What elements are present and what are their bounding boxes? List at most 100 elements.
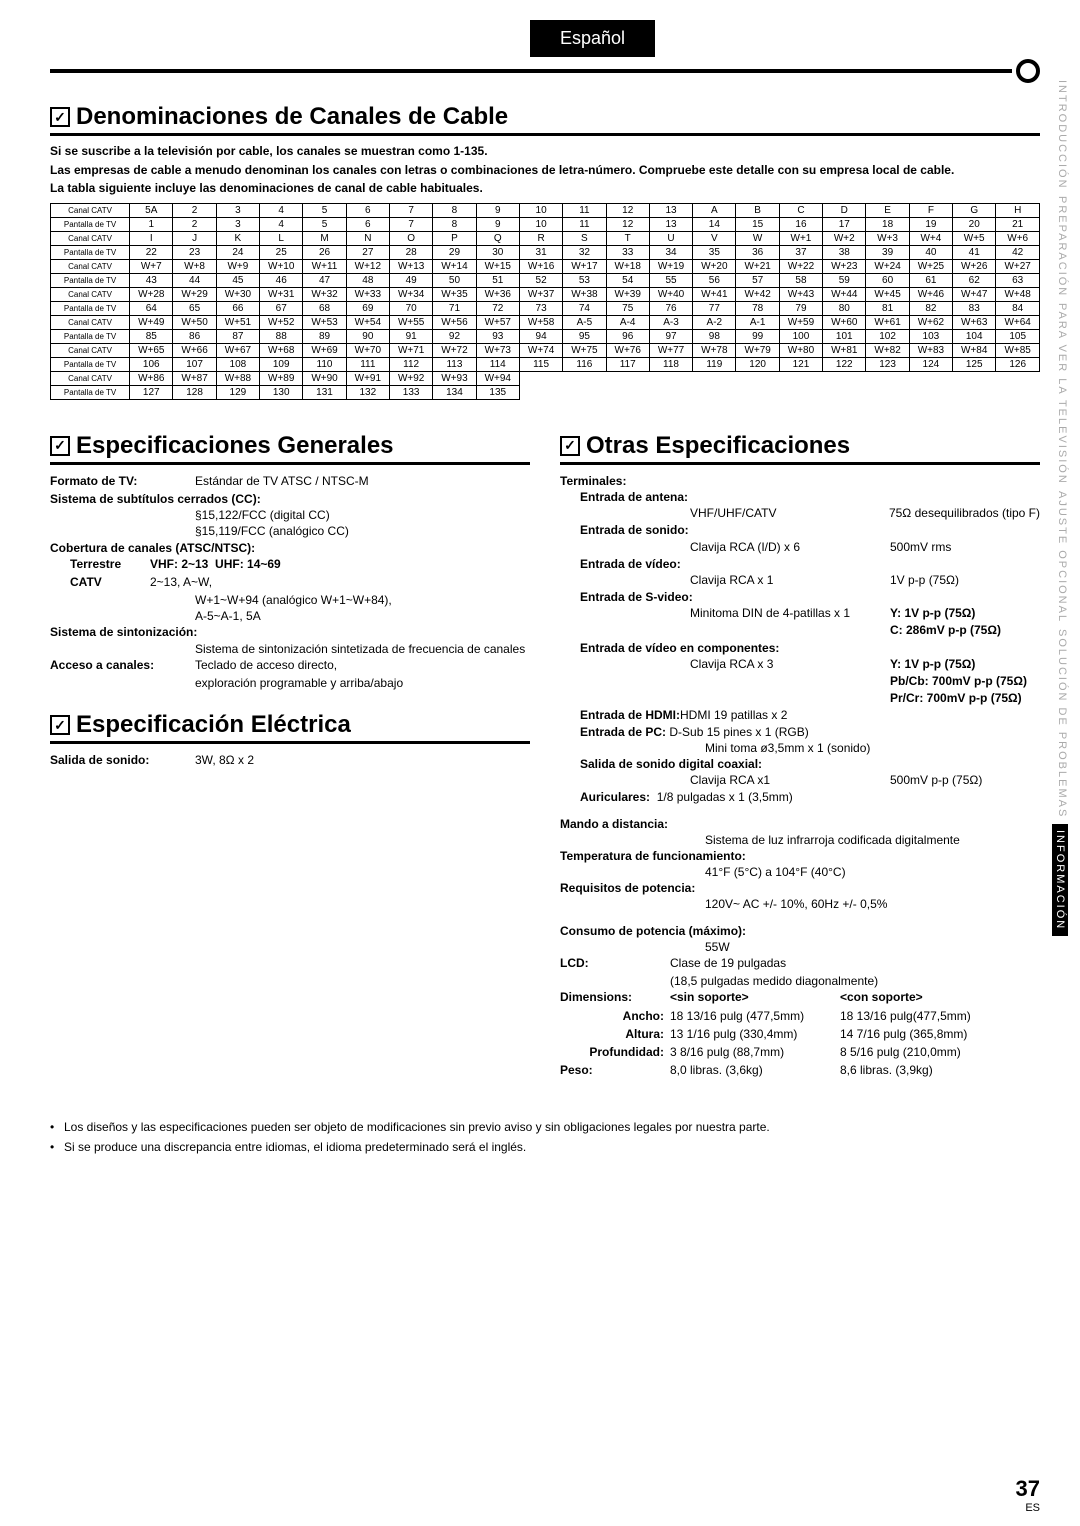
catv-l2: W+1~W+94 (analógico W+1~W+84),	[195, 592, 530, 608]
catv-cell: 46	[260, 273, 303, 287]
catv-cell: W+18	[606, 259, 649, 273]
catv-cell: 90	[346, 329, 389, 343]
catv-cell	[649, 371, 692, 385]
catv-cell: 44	[173, 273, 216, 287]
catv-cell: 5A	[130, 203, 173, 217]
catv-cell: W+79	[736, 343, 779, 357]
section-elec-text: Especificación Eléctrica	[76, 711, 351, 739]
catv-cell: 19	[909, 217, 952, 231]
catv-cell: O	[389, 231, 432, 245]
catv-cell	[779, 385, 822, 399]
comp-pr: Pr/Cr: 700mV p-p (75Ω)	[890, 691, 1022, 705]
catv-cell: 32	[563, 245, 606, 259]
catv-cell: W+34	[389, 287, 432, 301]
catv-cell: 80	[823, 301, 866, 315]
catv-cell: 69	[346, 301, 389, 315]
catv-cell: A-1	[736, 315, 779, 329]
catv-cell: W+41	[693, 287, 736, 301]
row-label-tv: Pantalla de TV	[51, 357, 130, 371]
catv-cell: W+29	[173, 287, 216, 301]
catv-cell: 6	[346, 217, 389, 231]
catv-cell: W+17	[563, 259, 606, 273]
catv-cell: W+60	[823, 315, 866, 329]
formato-label: Formato de TV:	[50, 473, 195, 489]
son-m: Clavija RCA (I/D) x 6	[690, 539, 890, 555]
catv-cell: W+52	[260, 315, 303, 329]
catv-cell: 104	[953, 329, 996, 343]
catv-cell: W+20	[693, 259, 736, 273]
catv-cell: W+65	[130, 343, 173, 357]
catv-cell: 107	[173, 357, 216, 371]
catv-cell: 67	[260, 301, 303, 315]
catv-cell: 72	[476, 301, 519, 315]
catv-cell: 66	[216, 301, 259, 315]
catv-cell: 58	[779, 273, 822, 287]
catv-cell: 79	[779, 301, 822, 315]
catv-cell: 62	[953, 273, 996, 287]
catv-cell: W+71	[389, 343, 432, 357]
catv-cell: 7	[389, 203, 432, 217]
catv-cell: 134	[433, 385, 476, 399]
catv-cell: 77	[693, 301, 736, 315]
dim-label: Dimensions:	[560, 990, 632, 1004]
catv-cell: W+39	[606, 287, 649, 301]
catv-cell: H	[996, 203, 1040, 217]
catv-cell: 128	[173, 385, 216, 399]
catv-cell: W+74	[519, 343, 562, 357]
catv-cell: W+64	[996, 315, 1040, 329]
catv-cell: D	[823, 203, 866, 217]
dig-label: Salida de sonido digital coaxial:	[580, 757, 762, 771]
catv-cell: W+83	[909, 343, 952, 357]
catv-cell: 5	[303, 203, 346, 217]
intro-line: Las empresas de cable a menudo denominan…	[50, 163, 1040, 179]
catv-cell	[519, 385, 562, 399]
page-es: ES	[1016, 1502, 1040, 1514]
catv-cell: 16	[779, 217, 822, 231]
catv-cell: W+7	[130, 259, 173, 273]
catv-cell: J	[173, 231, 216, 245]
peso-con: 8,6 libras. (3,9kg)	[840, 1062, 933, 1078]
catv-cell: W+15	[476, 259, 519, 273]
comp-pb: Pb/Cb: 700mV p-p (75Ω)	[890, 674, 1027, 688]
lcd-l2: (18,5 pulgadas medido diagonalmente)	[670, 973, 1040, 989]
ant-r: 75Ω desequilibrados (tipo F)	[889, 505, 1040, 521]
catv-cell: A-5	[563, 315, 606, 329]
catv-cell: 36	[736, 245, 779, 259]
dig-r: 500mV p-p (75Ω)	[890, 772, 1040, 788]
intro-line: La tabla siguiente incluye las denominac…	[50, 181, 1040, 197]
check-icon: ✓	[50, 436, 70, 456]
catv-cell: A-3	[649, 315, 692, 329]
acc-label: Acceso a canales:	[50, 657, 195, 673]
catv-cell: W+62	[909, 315, 952, 329]
terr-vhf: VHF: 2~13	[150, 557, 208, 571]
catv-cell: 29	[433, 245, 476, 259]
catv-cell: 113	[433, 357, 476, 371]
catv-cell: 65	[173, 301, 216, 315]
catv-cell: 127	[130, 385, 173, 399]
catv-cell: W+58	[519, 315, 562, 329]
catv-cell: 97	[649, 329, 692, 343]
catv-cell: A-4	[606, 315, 649, 329]
catv-cell: 91	[389, 329, 432, 343]
peso-sin: 8,0 libras. (3,6kg)	[670, 1062, 840, 1078]
other-specs: Terminales: Entrada de antena: VHF/UHF/C…	[560, 473, 1040, 1079]
catv-cell: 13	[649, 203, 692, 217]
catv-cell: 82	[909, 301, 952, 315]
catv-cell: W+6	[996, 231, 1040, 245]
catv-cell: W+45	[866, 287, 909, 301]
catv-cell: 4	[260, 217, 303, 231]
catv-cell: W+37	[519, 287, 562, 301]
row-label-tv: Pantalla de TV	[51, 385, 130, 399]
catv-cell: W+12	[346, 259, 389, 273]
catv-cell: S	[563, 231, 606, 245]
catv-cell: 106	[130, 357, 173, 371]
catv-cell: W+5	[953, 231, 996, 245]
catv-cell: W+14	[433, 259, 476, 273]
catv-cell: 7	[389, 217, 432, 231]
catv-cell: U	[649, 231, 692, 245]
catv-cell: 5	[303, 217, 346, 231]
catv-cell: W+21	[736, 259, 779, 273]
catv-cell: W+57	[476, 315, 519, 329]
catv-cell: 121	[779, 357, 822, 371]
catv-cell: 105	[996, 329, 1040, 343]
